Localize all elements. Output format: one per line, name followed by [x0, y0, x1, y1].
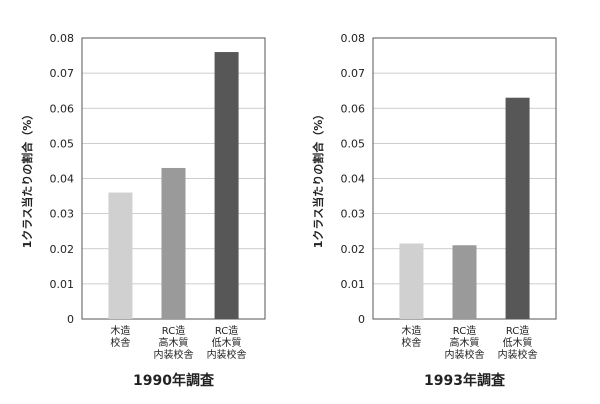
- x-tick-label: 木造: [401, 324, 421, 337]
- x-tick-label: 内装校舎: [154, 348, 194, 361]
- y-tick-label: 0.08: [341, 32, 366, 45]
- x-tick-label: 内装校舎: [445, 348, 485, 361]
- y-tick-label: 0.03: [341, 208, 366, 221]
- y-tick-label: 0.06: [341, 102, 366, 115]
- y-tick-label: 0.07: [50, 67, 75, 80]
- bar: [399, 243, 424, 319]
- bar: [108, 192, 133, 319]
- x-tick-label: 木造: [110, 324, 130, 337]
- chart-title: 1990年調査: [133, 372, 215, 389]
- chart-title: 1993年調査: [424, 372, 506, 389]
- x-tick-label: 高木質: [450, 336, 480, 349]
- x-tick-label: 内装校舎: [498, 348, 538, 361]
- y-tick-label: 0.03: [50, 208, 75, 221]
- y-axis-label: 1クラス当たりの割合（%）: [20, 109, 34, 248]
- bar: [214, 52, 239, 320]
- y-tick-label: 0.08: [50, 32, 75, 45]
- x-tick-label: RC造: [506, 324, 529, 337]
- y-tick-label: 0.05: [341, 137, 366, 150]
- x-tick-label: RC造: [453, 324, 476, 337]
- x-tick-label: 校舎: [110, 336, 130, 349]
- x-tick-label: 低木質: [212, 336, 242, 349]
- y-tick-label: 0.06: [50, 102, 75, 115]
- bar: [505, 97, 530, 320]
- x-tick-label: RC造: [162, 324, 185, 337]
- y-tick-label: 0.05: [50, 137, 75, 150]
- x-tick-label: 内装校舎: [207, 348, 247, 361]
- y-tick-label: 0.02: [341, 243, 366, 256]
- y-tick-label: 0.04: [50, 173, 75, 186]
- x-tick-label: 低木質: [503, 336, 533, 349]
- y-tick-label: 0.01: [50, 278, 75, 291]
- x-tick-label: 校舎: [401, 336, 421, 349]
- y-tick-label: 0.07: [341, 67, 366, 80]
- x-tick-label: 高木質: [159, 336, 189, 349]
- y-tick-label: 0.04: [341, 173, 366, 186]
- bar: [161, 167, 186, 319]
- x-tick-label: RC造: [215, 324, 238, 337]
- y-axis-label: 1クラス当たりの割合（%）: [311, 109, 325, 248]
- y-tick-label: 0.01: [341, 278, 366, 291]
- y-tick-label: 0: [67, 313, 74, 326]
- y-tick-label: 0.02: [50, 243, 75, 256]
- bar: [452, 245, 477, 319]
- y-tick-label: 0: [358, 313, 365, 326]
